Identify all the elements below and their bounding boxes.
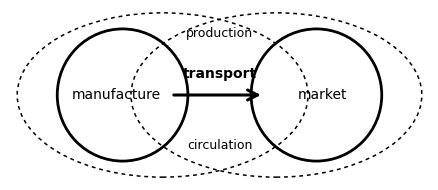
Text: production: production	[186, 27, 252, 40]
Text: circulation: circulation	[187, 139, 251, 151]
Text: market: market	[297, 88, 347, 102]
Ellipse shape	[251, 29, 381, 161]
Text: manufacture: manufacture	[71, 88, 160, 102]
Ellipse shape	[57, 29, 187, 161]
Text: transport: transport	[182, 66, 256, 81]
